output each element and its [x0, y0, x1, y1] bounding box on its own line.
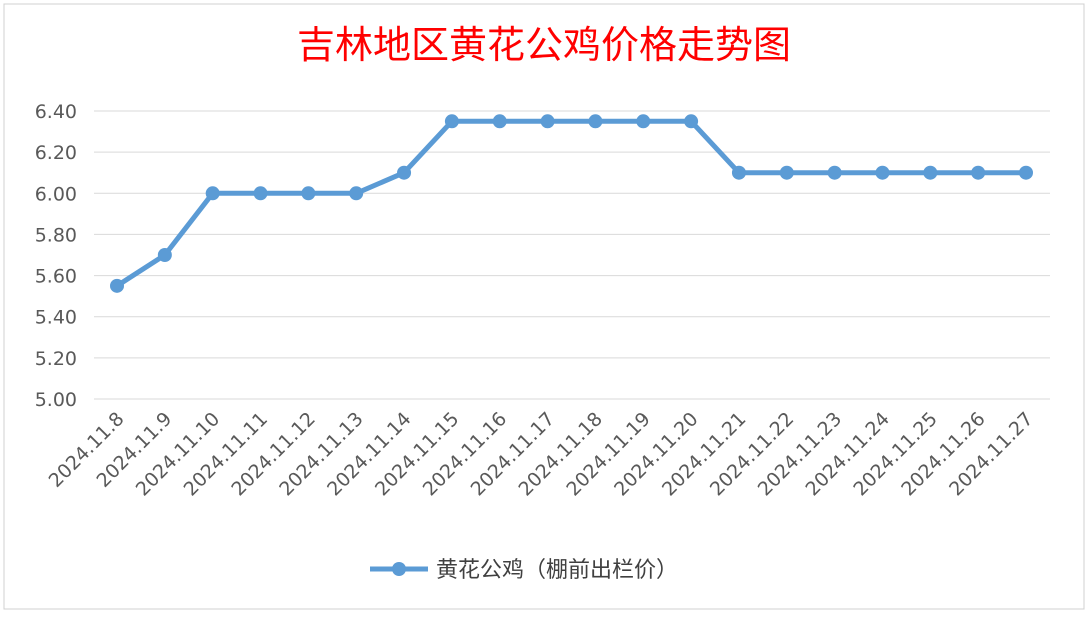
data-point — [349, 186, 364, 201]
data-point — [923, 165, 938, 180]
data-point — [779, 165, 794, 180]
legend-marker-swatch — [392, 562, 406, 576]
y-tick-label: 5.80 — [35, 224, 77, 246]
data-point — [301, 186, 316, 201]
data-point — [588, 114, 603, 129]
legend: 黄花公鸡（棚前出栏价） — [370, 558, 678, 583]
series-line — [114, 118, 1029, 289]
data-point — [636, 114, 651, 129]
data-point — [684, 114, 699, 129]
y-tick-label: 5.00 — [35, 389, 77, 411]
data-point — [827, 165, 842, 180]
chart-frame — [3, 3, 1085, 610]
y-tick-label: 5.60 — [35, 266, 77, 288]
y-tick-label: 5.40 — [35, 307, 77, 329]
y-tick-label: 5.20 — [35, 348, 77, 370]
data-point — [110, 278, 124, 293]
data-point — [971, 165, 986, 180]
data-point — [731, 165, 746, 180]
data-point — [1019, 165, 1033, 180]
legend-label: 黄花公鸡（棚前出栏价） — [436, 558, 678, 583]
y-tick-label: 6.40 — [35, 101, 77, 123]
series-layer — [110, 114, 1033, 293]
chart-title: 吉林地区黄花公鸡价格走势图 — [297, 23, 791, 67]
y-tick-label: 6.00 — [35, 183, 77, 205]
data-point — [540, 114, 555, 129]
data-point — [205, 186, 220, 201]
data-point — [875, 165, 890, 180]
data-point — [397, 165, 412, 180]
data-point — [253, 186, 268, 201]
data-point — [444, 114, 459, 129]
data-point — [492, 114, 507, 129]
y-axis-ticks: 5.00 5.20 5.40 5.60 5.80 6.00 6.20 6.40 — [35, 101, 77, 411]
y-tick-label: 6.20 — [35, 142, 77, 164]
data-point — [157, 248, 172, 262]
